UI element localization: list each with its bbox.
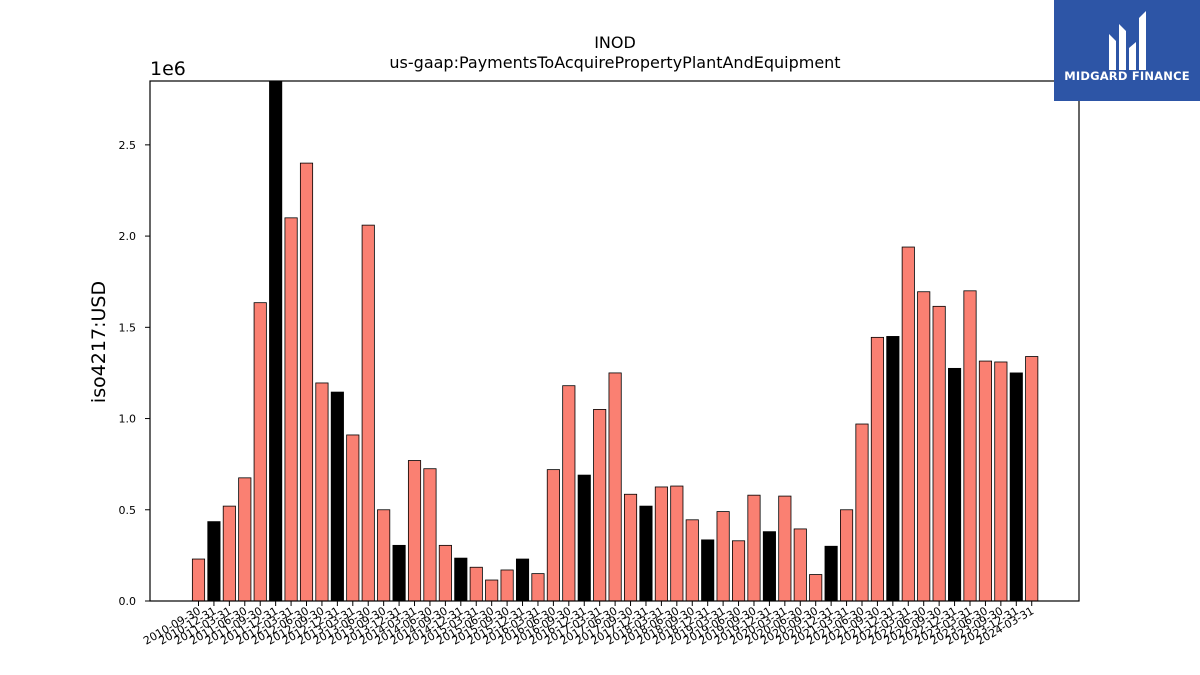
bar-2022-06-30 bbox=[917, 291, 931, 602]
bar-2017-09-30 bbox=[623, 493, 638, 602]
bar-2011-06-30 bbox=[238, 477, 252, 602]
bar-2022-12-31 bbox=[948, 367, 962, 602]
bar-2015-06-30 bbox=[485, 579, 499, 602]
bar-2017-03-31 bbox=[593, 409, 607, 602]
bar-2023-06-30 bbox=[978, 360, 992, 602]
chart-title: INOD bbox=[594, 33, 636, 52]
bar-2020-03-31 bbox=[778, 495, 792, 602]
bar-2011-03-31 bbox=[222, 505, 236, 602]
y-axis-label: iso4217:USD bbox=[88, 281, 110, 403]
bar-2016-12-31 bbox=[577, 474, 591, 602]
bar-2016-06-30 bbox=[546, 469, 560, 602]
bar-2015-03-31 bbox=[469, 566, 483, 602]
bar-2017-12-31 bbox=[639, 505, 653, 602]
brand-mark-icon bbox=[1109, 11, 1146, 70]
bar-2014-12-31 bbox=[454, 557, 468, 602]
brand-logo: MIDGARD FINANCE bbox=[1054, 0, 1200, 101]
bar-2012-09-30 bbox=[315, 382, 329, 602]
bar-2023-12-31 bbox=[1009, 372, 1023, 602]
y-tick-label: 2.0 bbox=[119, 230, 137, 243]
bar-2022-03-31 bbox=[901, 246, 915, 602]
bar-2014-03-31 bbox=[407, 460, 422, 602]
bar-2020-06-30 bbox=[793, 528, 807, 602]
bar-2023-03-31 bbox=[963, 290, 977, 602]
y-tick-label: 0.5 bbox=[119, 504, 137, 517]
bar-2011-12-31 bbox=[269, 80, 283, 602]
plot-frame bbox=[149, 80, 1080, 602]
bar-2020-12-31 bbox=[824, 545, 838, 602]
bar-2020-09-30 bbox=[809, 574, 823, 602]
bar-2019-09-30 bbox=[747, 494, 761, 602]
bar-2010-09-30 bbox=[191, 558, 206, 602]
bar-2019-12-31 bbox=[762, 531, 776, 602]
bar-2021-12-31 bbox=[886, 336, 900, 602]
bar-2021-03-31 bbox=[840, 509, 854, 602]
y-offset-label: 1e6 bbox=[150, 58, 186, 80]
bar-2017-06-30 bbox=[608, 372, 622, 602]
bar-2024-03-31 bbox=[1025, 356, 1039, 602]
brand-name: MIDGARD FINANCE bbox=[1064, 69, 1190, 83]
bar-2019-03-31 bbox=[716, 511, 730, 602]
bar-2021-09-30 bbox=[870, 336, 884, 602]
bar-2018-12-31 bbox=[701, 539, 715, 602]
bar-2012-06-30 bbox=[299, 162, 314, 602]
bar-2013-09-30 bbox=[377, 509, 391, 602]
y-tick-label: 1.5 bbox=[119, 321, 137, 334]
bar-2014-06-30 bbox=[423, 468, 437, 602]
y-tick-label: 0.0 bbox=[119, 595, 137, 608]
bar-2012-03-31 bbox=[284, 217, 298, 602]
bar-2018-06-30 bbox=[670, 485, 684, 602]
bar-2012-12-31 bbox=[330, 391, 344, 602]
bar-2013-03-31 bbox=[346, 434, 360, 602]
bar-2021-06-30 bbox=[855, 423, 869, 602]
bar-2015-12-31 bbox=[515, 558, 530, 602]
bar-2013-06-30 bbox=[361, 224, 375, 602]
bar-2022-09-30 bbox=[932, 305, 946, 602]
y-tick-label: 1.0 bbox=[119, 413, 137, 426]
bars-group bbox=[191, 80, 1039, 602]
chart-subtitle: us-gaap:PaymentsToAcquirePropertyPlantAn… bbox=[389, 53, 840, 72]
bar-2014-09-30 bbox=[438, 544, 452, 602]
bar-2016-03-31 bbox=[531, 573, 545, 602]
y-ticks-group: 0.0 0.5 1.0 1.5 2.0 2.5 bbox=[119, 139, 150, 608]
bar-2010-12-31 bbox=[207, 521, 221, 602]
x-ticks-group: 2010-09-302010-12-312011-03-312011-06-30… bbox=[141, 601, 1036, 648]
bar-2023-09-30 bbox=[994, 361, 1008, 602]
bar-2019-06-30 bbox=[732, 540, 746, 602]
bar-2015-09-30 bbox=[500, 569, 514, 602]
bar-2013-12-31 bbox=[392, 544, 406, 602]
bar-2011-09-30 bbox=[253, 302, 267, 602]
bar-2016-09-30 bbox=[562, 385, 576, 602]
bar-2018-03-31 bbox=[654, 486, 668, 602]
y-tick-label: 2.5 bbox=[119, 139, 137, 152]
bar-2018-09-30 bbox=[685, 519, 699, 602]
